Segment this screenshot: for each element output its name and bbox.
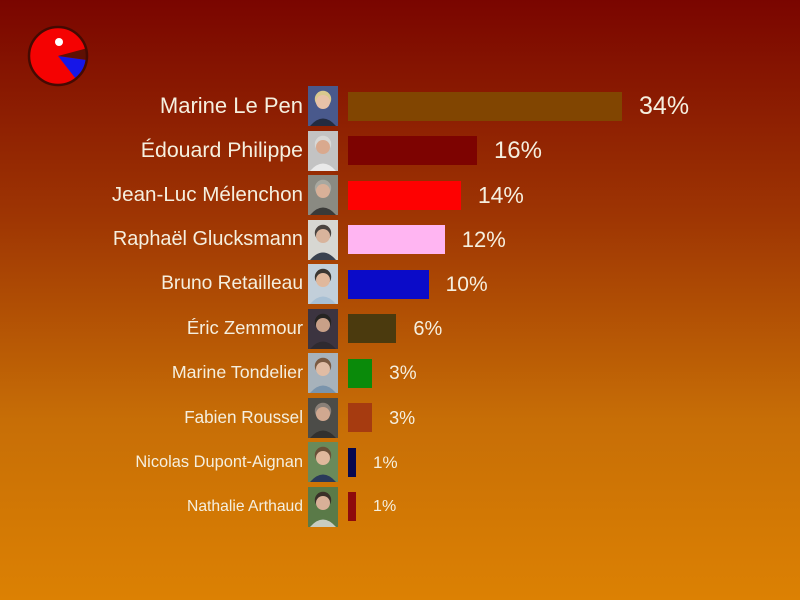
candidate-name-label: Édouard Philippe bbox=[140, 137, 303, 162]
chart-row: Éric Zemmour 6% bbox=[0, 307, 800, 351]
candidate-photo bbox=[308, 86, 338, 126]
poll-bar-chart: Marine Le Pen 34% Édouard Philippe 16% Jean-… bbox=[0, 84, 800, 534]
poll-value-label: 1% bbox=[373, 497, 397, 515]
chart-row: Édouard Philippe 16% bbox=[0, 129, 800, 173]
candidate-name-label: Jean-Luc Mélenchon bbox=[111, 182, 303, 206]
chart-row: Nicolas Dupont-Aignan 1% bbox=[0, 440, 800, 484]
chart-row: Raphaël Glucksmann 12% bbox=[0, 218, 800, 262]
candidate-name-label: Raphaël Glucksmann bbox=[112, 227, 303, 250]
chart-row: Jean-Luc Mélenchon 14% bbox=[0, 173, 800, 217]
candidate-photo bbox=[308, 308, 338, 349]
chart-row: Fabien Roussel 3% bbox=[0, 396, 800, 440]
candidate-photo bbox=[308, 175, 338, 215]
candidate-name-label: Marine Le Pen bbox=[159, 93, 303, 118]
candidate-name-label: Éric Zemmour bbox=[186, 317, 303, 339]
candidate-photo bbox=[308, 264, 338, 304]
poll-value-label: 10% bbox=[445, 272, 488, 296]
pacman-pie-logo bbox=[27, 25, 89, 87]
chart-row: Marine Le Pen 34% bbox=[0, 84, 800, 128]
poll-value-label: 16% bbox=[493, 136, 542, 164]
logo-outline-ring bbox=[27, 25, 89, 87]
poll-value-label: 12% bbox=[461, 226, 506, 252]
candidate-name-label: Marine Tondelier bbox=[171, 362, 303, 383]
poll-bar bbox=[348, 314, 397, 343]
candidate-name-label: Bruno Retailleau bbox=[161, 273, 303, 295]
logo-eye-dot bbox=[55, 38, 63, 46]
poll-bar bbox=[348, 269, 429, 299]
candidate-photo bbox=[308, 397, 338, 438]
logo-mouth-slice bbox=[58, 48, 87, 60]
poll-value-label: 1% bbox=[373, 452, 398, 472]
candidate-name-label: Nicolas Dupont-Aignan bbox=[135, 452, 303, 471]
poll-bar bbox=[348, 403, 373, 432]
poll-value-label: 6% bbox=[413, 317, 443, 340]
poll-bar bbox=[348, 180, 461, 210]
poll-value-label: 3% bbox=[389, 407, 416, 428]
chart-row: Nathalie Arthaud 1% bbox=[0, 485, 800, 529]
chart-row: Bruno Retailleau 10% bbox=[0, 262, 800, 306]
logo-blue-slice bbox=[58, 56, 87, 79]
candidate-photo bbox=[308, 130, 338, 171]
candidate-photo bbox=[308, 486, 338, 527]
candidate-photo bbox=[308, 442, 338, 482]
chart-row: Marine Tondelier 3% bbox=[0, 351, 800, 395]
candidate-photo bbox=[308, 353, 338, 393]
poll-bar bbox=[348, 136, 477, 165]
candidate-photo bbox=[308, 219, 338, 260]
poll-bar bbox=[348, 91, 623, 121]
candidate-name-label: Fabien Roussel bbox=[184, 407, 303, 427]
poll-bar bbox=[348, 447, 357, 477]
candidate-name-label: Nathalie Arthaud bbox=[187, 497, 303, 515]
poll-bar bbox=[348, 358, 373, 388]
poll-bar bbox=[348, 492, 357, 521]
poll-value-label: 3% bbox=[389, 362, 417, 384]
poll-value-label: 14% bbox=[477, 181, 524, 208]
poll-bar bbox=[348, 225, 445, 254]
poll-value-label: 34% bbox=[639, 91, 690, 120]
